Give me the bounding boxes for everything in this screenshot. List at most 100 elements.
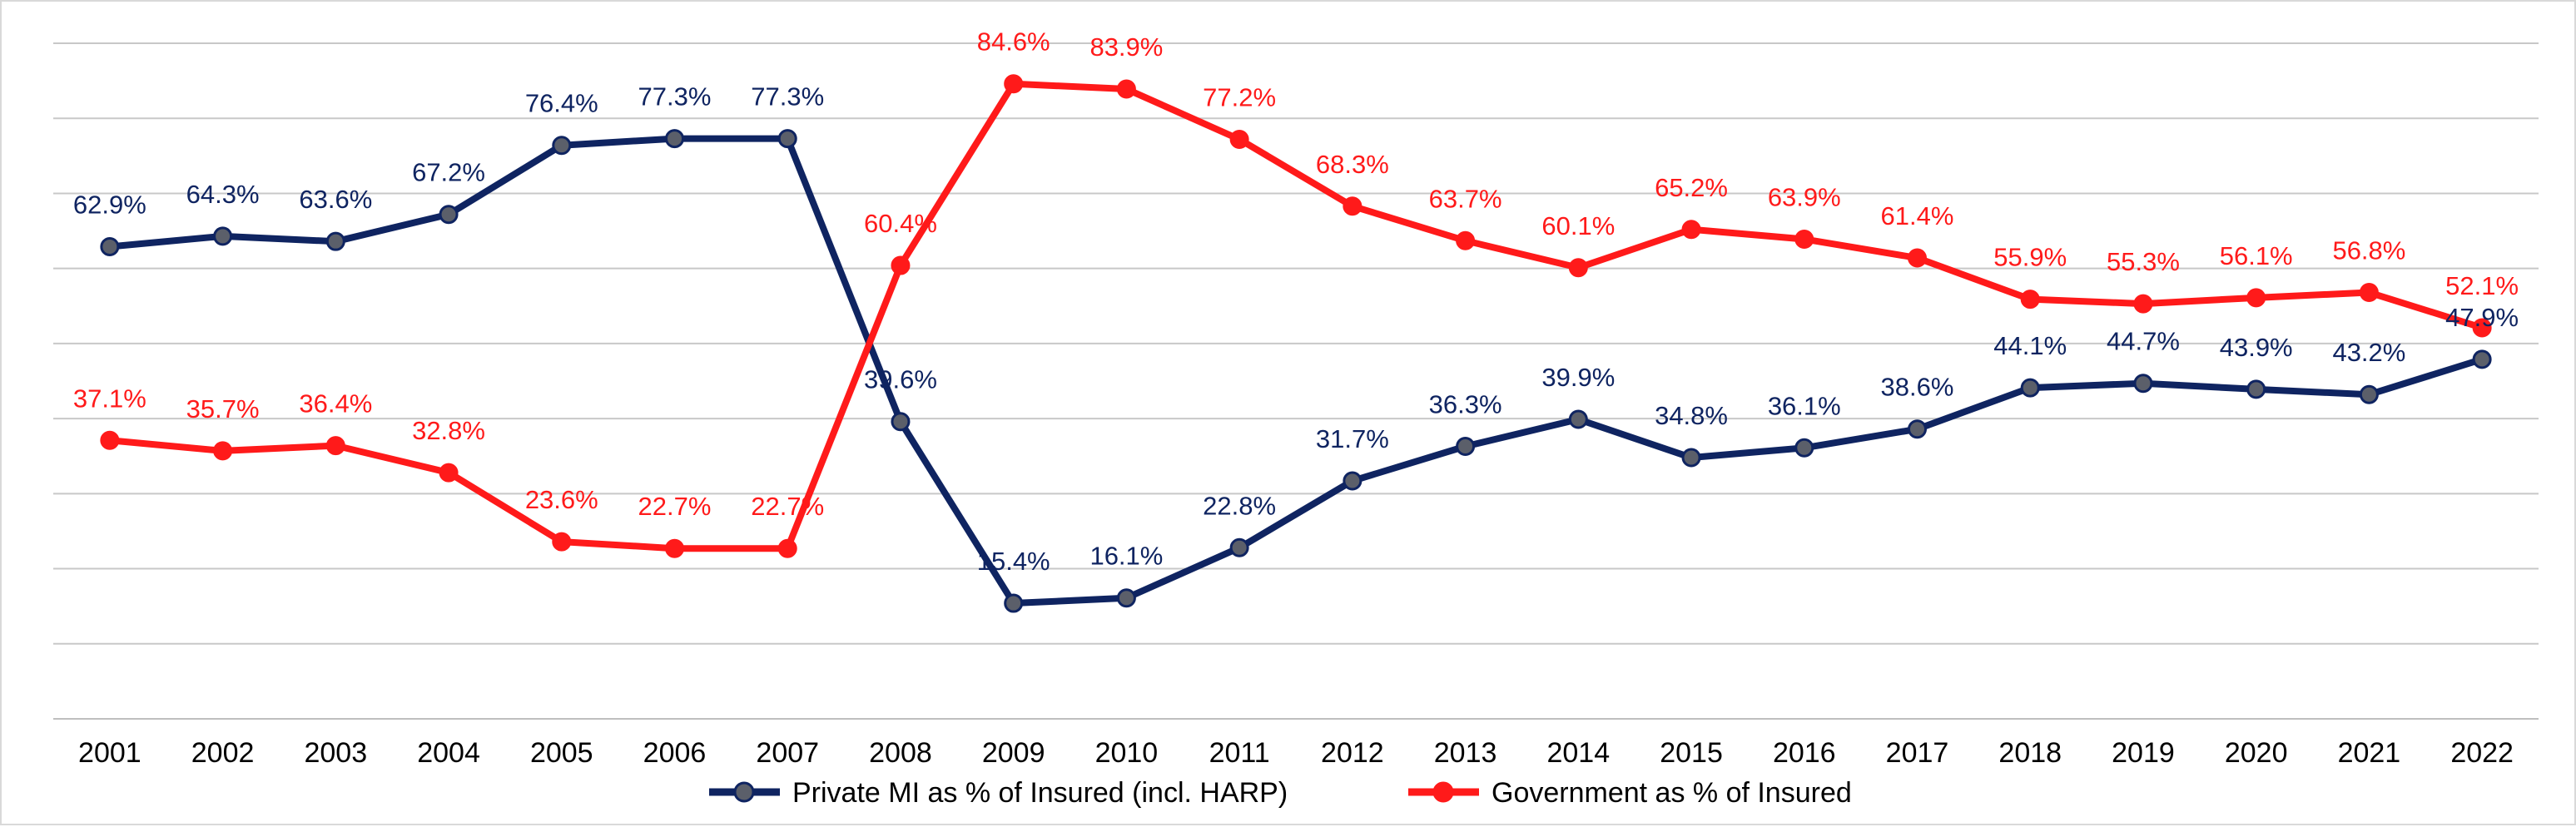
data-label: 16.1% xyxy=(1089,542,1163,571)
x-tick-label: 2012 xyxy=(1321,737,1384,769)
x-tick-label: 2015 xyxy=(1660,737,1723,769)
data-point xyxy=(891,412,911,432)
x-tick-label: 2007 xyxy=(756,737,819,769)
data-label: 67.2% xyxy=(412,158,485,187)
data-label: 60.4% xyxy=(864,209,937,238)
data-label: 63.6% xyxy=(299,185,372,214)
legend-swatch-marker xyxy=(1432,781,1454,803)
data-label: 44.1% xyxy=(1993,331,2067,360)
x-tick-label: 2010 xyxy=(1095,737,1159,769)
data-point xyxy=(777,538,797,558)
data-point xyxy=(100,430,120,450)
legend-swatch-marker xyxy=(733,781,755,803)
data-label: 77.3% xyxy=(638,82,712,111)
data-label: 76.4% xyxy=(525,89,598,118)
data-point xyxy=(1568,258,1588,278)
data-point xyxy=(777,129,797,149)
x-tick-label: 2018 xyxy=(1998,737,2062,769)
data-label: 52.1% xyxy=(2445,271,2519,300)
data-label: 39.9% xyxy=(1541,363,1615,392)
data-label: 35.7% xyxy=(186,394,260,423)
x-tick-label: 2017 xyxy=(1886,737,1949,769)
data-point xyxy=(213,441,233,461)
x-tick-label: 2020 xyxy=(2225,737,2288,769)
data-label: 37.1% xyxy=(73,384,146,413)
data-point xyxy=(552,532,572,552)
data-point xyxy=(665,129,684,149)
series-line-1 xyxy=(106,80,2486,552)
legend-entry-private-mi: Private MI as % of Insured (incl. HARP) xyxy=(709,777,1288,809)
data-label: 34.8% xyxy=(1655,401,1728,430)
data-label: 64.3% xyxy=(186,180,260,209)
data-label: 32.8% xyxy=(412,416,485,445)
data-label: 84.6% xyxy=(977,27,1050,57)
data-point xyxy=(1343,471,1362,491)
data-point xyxy=(1004,593,1024,613)
data-point xyxy=(1116,79,1136,99)
x-tick-label: 2013 xyxy=(1434,737,1497,769)
data-label: 65.2% xyxy=(1655,173,1728,202)
data-label: 60.1% xyxy=(1541,211,1615,240)
data-point xyxy=(439,463,459,483)
x-tick-label: 2005 xyxy=(530,737,593,769)
data-point xyxy=(1794,229,1814,249)
x-axis-ticks: 2001 2002 2003 2004 2005 2006 2007 2008 2009 2010… xyxy=(78,737,2514,769)
data-point xyxy=(1681,448,1701,468)
x-tick-label: 2021 xyxy=(2338,737,2401,769)
data-point xyxy=(2246,288,2266,308)
x-tick-label: 2004 xyxy=(417,737,480,769)
data-point xyxy=(552,136,572,156)
data-point xyxy=(100,237,120,257)
data-point xyxy=(2133,374,2153,394)
data-label: 22.7% xyxy=(751,492,824,521)
data-point xyxy=(325,231,345,251)
data-point xyxy=(1456,436,1476,456)
data-point xyxy=(1681,220,1701,240)
data-label: 15.4% xyxy=(977,547,1050,576)
data-point xyxy=(1568,409,1588,429)
data-point xyxy=(1908,248,1927,268)
x-tick-label: 2001 xyxy=(78,737,141,769)
data-point xyxy=(2359,283,2379,303)
data-label: 77.3% xyxy=(751,82,824,111)
data-point xyxy=(2020,290,2040,310)
data-label: 55.3% xyxy=(2107,247,2180,276)
data-point xyxy=(2246,379,2266,399)
series-markers xyxy=(100,74,2492,613)
data-point xyxy=(2359,384,2379,404)
data-point xyxy=(2472,318,2492,338)
data-label: 36.4% xyxy=(299,389,372,418)
legend-label: Private MI as % of Insured (incl. HARP) xyxy=(792,777,1288,809)
data-label: 55.9% xyxy=(1993,243,2067,272)
data-label: 77.2% xyxy=(1203,82,1276,111)
data-point xyxy=(1456,230,1476,250)
data-point xyxy=(665,538,684,558)
data-label: 36.1% xyxy=(1768,391,1841,420)
x-tick-label: 2011 xyxy=(1209,737,1270,769)
data-label: 56.8% xyxy=(2332,236,2405,265)
data-label: 83.9% xyxy=(1089,32,1163,62)
data-labels: 62.9% 64.3% 63.6% 67.2% 76.4% 77.3% 77.3% 39.6%… xyxy=(73,27,2519,576)
data-point xyxy=(2472,349,2492,369)
data-label: 61.4% xyxy=(1881,201,1954,230)
x-tick-label: 2006 xyxy=(643,737,707,769)
data-label: 63.9% xyxy=(1768,182,1841,211)
data-point xyxy=(1343,196,1362,216)
data-point xyxy=(325,436,345,456)
data-label: 68.3% xyxy=(1316,150,1389,179)
x-tick-label: 2008 xyxy=(869,737,932,769)
data-label: 62.9% xyxy=(73,191,146,220)
x-tick-label: 2014 xyxy=(1546,737,1610,769)
x-tick-label: 2016 xyxy=(1773,737,1836,769)
data-point xyxy=(891,255,911,275)
data-point xyxy=(2133,294,2153,314)
data-label: 56.1% xyxy=(2220,241,2293,270)
legend-label: Government as % of Insured xyxy=(1491,777,1852,809)
x-tick-label: 2003 xyxy=(304,737,367,769)
data-label: 22.7% xyxy=(638,492,712,521)
data-point xyxy=(1229,129,1249,149)
data-point xyxy=(1004,74,1024,94)
legend: Private MI as % of Insured (incl. HARP) … xyxy=(709,777,1852,809)
data-point xyxy=(213,226,233,246)
